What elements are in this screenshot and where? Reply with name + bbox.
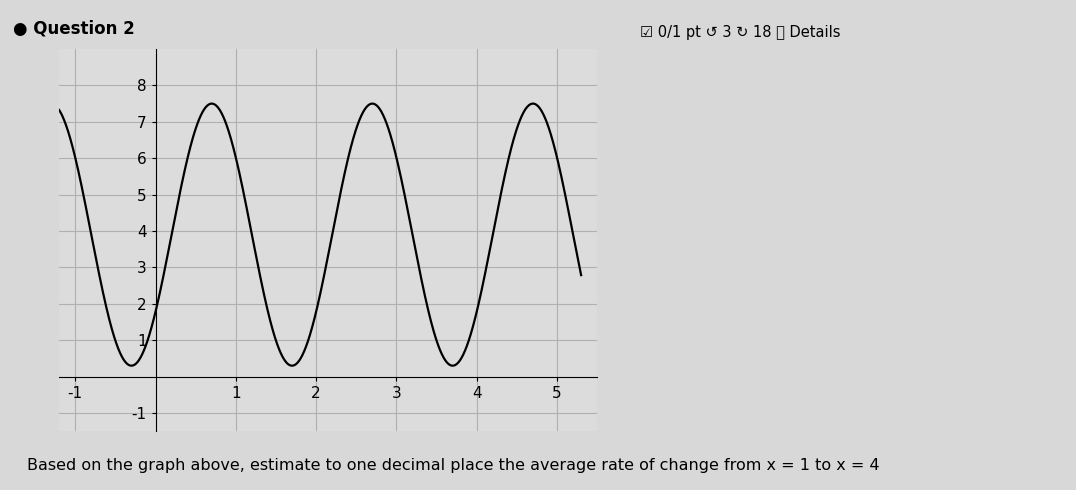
Text: Based on the graph above, estimate to one decimal place the average rate of chan: Based on the graph above, estimate to on…: [27, 458, 879, 473]
Text: ● Question 2: ● Question 2: [13, 20, 134, 38]
Text: ☑ 0/1 pt ↺ 3 ↻ 18 ⓘ Details: ☑ 0/1 pt ↺ 3 ↻ 18 ⓘ Details: [640, 24, 840, 40]
